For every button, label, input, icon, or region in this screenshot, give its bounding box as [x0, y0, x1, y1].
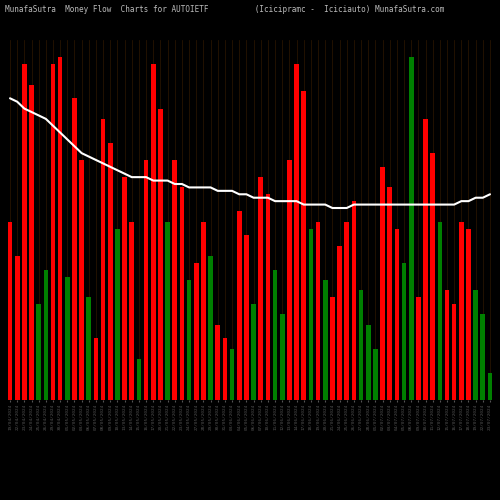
Bar [430, 153, 435, 400]
Bar [237, 212, 242, 400]
Bar [187, 280, 192, 400]
Bar [252, 304, 256, 400]
Bar [402, 263, 406, 400]
Bar [294, 64, 299, 400]
Bar [330, 297, 334, 400]
Bar [438, 222, 442, 400]
Text: MunafaSutra  Money Flow  Charts for AUTOIETF          (Icicipramc -  Iciciauto) : MunafaSutra Money Flow Charts for AUTOIE… [5, 5, 444, 14]
Bar [86, 297, 91, 400]
Bar [172, 160, 177, 400]
Bar [158, 108, 163, 400]
Bar [101, 119, 105, 400]
Bar [29, 84, 34, 400]
Bar [22, 64, 26, 400]
Bar [80, 160, 84, 400]
Bar [302, 92, 306, 400]
Bar [258, 177, 263, 400]
Bar [108, 143, 112, 400]
Bar [130, 222, 134, 400]
Bar [122, 177, 127, 400]
Bar [388, 188, 392, 400]
Bar [416, 297, 420, 400]
Bar [216, 324, 220, 400]
Bar [466, 228, 471, 400]
Bar [201, 222, 206, 400]
Bar [244, 236, 248, 400]
Bar [358, 290, 364, 400]
Bar [151, 64, 156, 400]
Bar [208, 256, 213, 400]
Bar [380, 167, 385, 400]
Bar [366, 324, 370, 400]
Bar [444, 290, 450, 400]
Bar [58, 57, 62, 400]
Bar [65, 276, 70, 400]
Bar [8, 222, 12, 400]
Bar [344, 222, 349, 400]
Bar [488, 372, 492, 400]
Bar [394, 228, 399, 400]
Bar [222, 338, 228, 400]
Bar [180, 188, 184, 400]
Bar [280, 314, 284, 400]
Bar [94, 338, 98, 400]
Bar [36, 304, 41, 400]
Bar [316, 222, 320, 400]
Bar [144, 160, 148, 400]
Bar [352, 201, 356, 400]
Bar [480, 314, 485, 400]
Bar [459, 222, 464, 400]
Bar [72, 98, 77, 400]
Bar [272, 270, 278, 400]
Bar [474, 290, 478, 400]
Bar [452, 304, 456, 400]
Bar [230, 348, 234, 400]
Bar [50, 64, 56, 400]
Bar [266, 194, 270, 400]
Bar [115, 228, 120, 400]
Bar [166, 222, 170, 400]
Bar [287, 160, 292, 400]
Bar [373, 348, 378, 400]
Bar [423, 119, 428, 400]
Bar [136, 359, 141, 400]
Bar [323, 280, 328, 400]
Bar [44, 270, 48, 400]
Bar [337, 246, 342, 400]
Bar [15, 256, 20, 400]
Bar [194, 263, 198, 400]
Bar [308, 228, 313, 400]
Bar [409, 57, 414, 400]
